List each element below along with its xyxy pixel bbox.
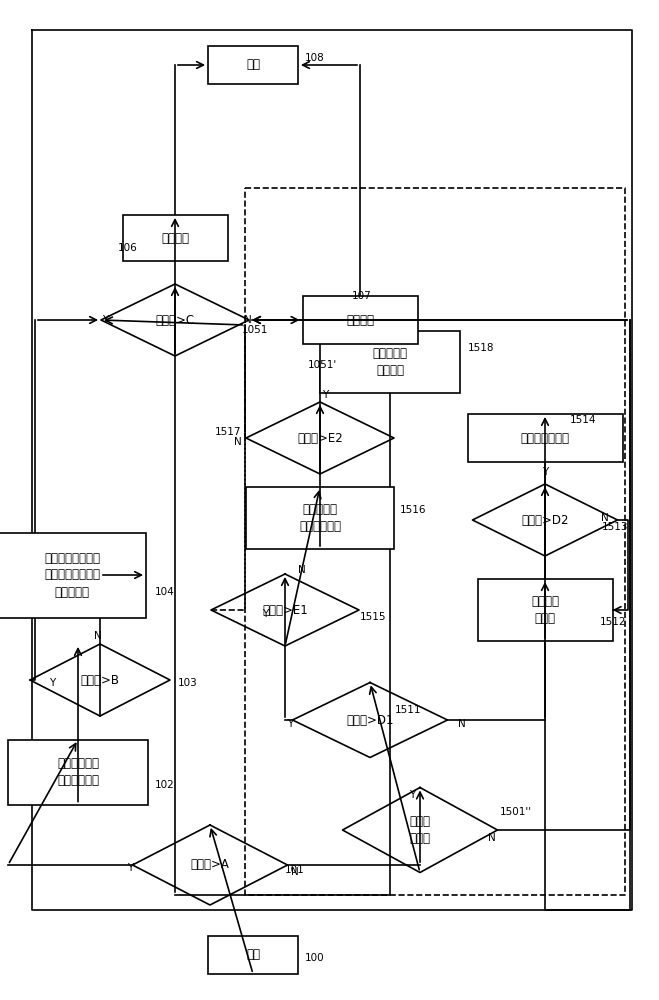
Text: 1051: 1051 [242,325,268,335]
Text: 103: 103 [178,678,198,688]
Text: 1516: 1516 [400,505,426,515]
Text: 107: 107 [352,291,372,301]
Bar [0,532,146,617]
Text: 1515: 1515 [360,612,386,622]
Text: N: N [94,631,102,641]
Text: N: N [458,719,466,729]
Text: 液位值>D1: 液位值>D1 [346,714,393,726]
Text: 1501'': 1501'' [500,807,532,817]
Text: 温度值>C: 温度值>C [156,314,194,326]
Bar [123,215,227,261]
Text: 结束: 结束 [246,58,260,72]
Text: 108: 108 [305,53,325,63]
Text: 第一开关阀关闭: 第一开关阀关闭 [521,432,569,444]
Text: Y: Y [49,678,55,688]
Bar [302,296,418,344]
Text: N: N [488,833,496,843]
Text: 1051': 1051' [308,360,337,370]
Text: N: N [298,565,306,575]
Text: Y: Y [127,863,133,873]
Text: Y: Y [322,390,328,400]
Text: 第二开关阀关闭，
第一开关阀开启，
告示器告示: 第二开关阀关闭， 第一开关阀开启， 告示器告示 [44,552,100,598]
Text: 102: 102 [155,780,175,790]
Text: 1517: 1517 [215,427,241,437]
Text: 温度值>E1: 温度值>E1 [262,603,308,616]
Text: 1518: 1518 [468,343,494,353]
Text: 电热水器、
水泵停止: 电热水器、 水泵停止 [372,347,407,377]
Text: 开始: 开始 [246,948,260,962]
Bar [8,740,148,804]
Text: 1514: 1514 [570,415,596,425]
Text: 温度值>E2: 温度值>E2 [297,432,343,444]
Bar [478,579,612,641]
Text: 106: 106 [118,243,138,253]
Text: 104: 104 [155,587,175,597]
Bar [208,46,298,84]
Text: Y: Y [542,467,548,477]
Bar [467,414,623,462]
Text: 需要进
入预热: 需要进 入预热 [409,815,430,845]
Text: 水泵开启: 水泵开启 [346,314,374,326]
Bar [246,487,394,549]
Text: 液位值>D2: 液位值>D2 [521,514,569,526]
Text: 电热水器开
启，水泵停止: 电热水器开 启，水泵停止 [299,503,341,533]
Text: 温度值>B: 温度值>B [80,674,119,686]
Text: N: N [291,867,299,877]
Text: N: N [244,315,252,325]
Text: Y: Y [287,719,293,729]
Bar [208,936,298,974]
Text: 流量值>A: 流量值>A [190,858,229,871]
Text: 100: 100 [305,953,325,963]
Text: 第一开关
阀开启: 第一开关 阀开启 [531,595,559,625]
Text: 第二开关阀开
启，水泵停止: 第二开关阀开 启，水泵停止 [57,757,99,787]
Text: 水泵停止: 水泵停止 [161,232,189,244]
Text: Y: Y [102,315,108,325]
Text: N: N [234,437,242,447]
Text: Y: Y [409,790,415,800]
Text: 101: 101 [285,865,304,875]
Text: 1511: 1511 [395,705,422,715]
Text: 1513: 1513 [602,522,629,532]
Bar [320,331,460,393]
Text: 1512: 1512 [600,617,627,627]
Text: N: N [601,513,609,523]
Text: Y: Y [262,609,268,619]
